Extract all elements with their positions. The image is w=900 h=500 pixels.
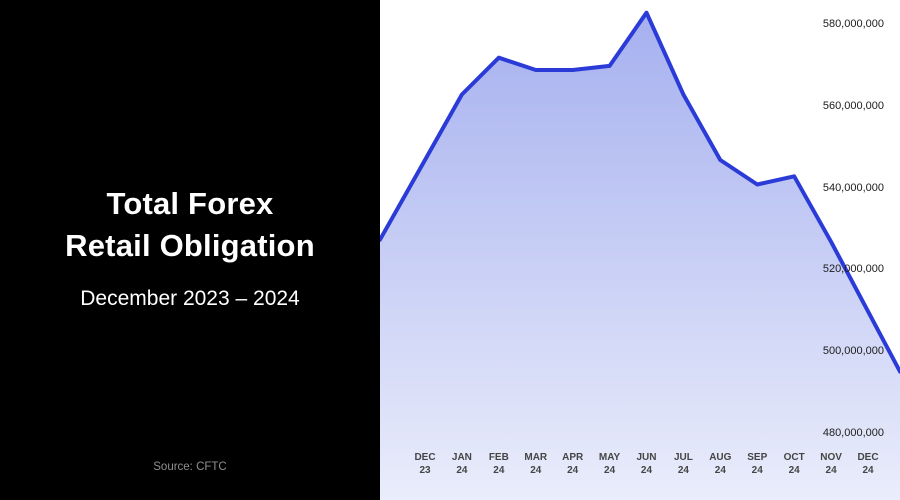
x-tick-year: 24 bbox=[825, 464, 837, 476]
title-block: Total Forex Retail Obligation December 20… bbox=[0, 183, 380, 311]
x-tick-year: 24 bbox=[493, 464, 505, 476]
x-tick-year: 24 bbox=[862, 464, 874, 476]
chart-title-line1: Total Forex bbox=[106, 186, 274, 221]
x-tick-year: 24 bbox=[567, 464, 579, 476]
x-tick-month: DEC bbox=[857, 452, 879, 463]
x-tick-label: DEC 23 bbox=[414, 452, 435, 477]
x-tick-year: 24 bbox=[604, 464, 616, 476]
area-line-chart bbox=[380, 10, 900, 500]
y-tick-label: 580,000,000 bbox=[822, 18, 884, 30]
x-tick-month: AUG bbox=[709, 452, 732, 463]
x-tick-label: FEB 24 bbox=[489, 452, 509, 477]
x-tick-year: 24 bbox=[714, 464, 726, 476]
x-tick-label: SEP 24 bbox=[747, 452, 767, 477]
x-tick-year: 24 bbox=[456, 464, 468, 476]
x-tick-year: 23 bbox=[419, 464, 431, 476]
area-fill bbox=[380, 12, 900, 500]
chart-subtitle: December 2023 – 2024 bbox=[80, 286, 300, 310]
x-tick-year: 24 bbox=[530, 464, 542, 476]
chart-title: Total Forex Retail Obligation bbox=[0, 183, 380, 267]
source-label: Source: CFTC bbox=[153, 461, 227, 473]
x-tick-month: MAY bbox=[598, 452, 621, 463]
x-tick-year: 24 bbox=[751, 464, 763, 476]
y-tick-label: 540,000,000 bbox=[822, 181, 884, 194]
x-tick-label: MAR 24 bbox=[524, 452, 547, 477]
y-tick-label: 500,000,000 bbox=[822, 345, 884, 358]
title-panel: Total Forex Retail Obligation December 20… bbox=[0, 0, 380, 500]
y-tick-label: 520,000,000 bbox=[822, 263, 884, 276]
chart-title-line2: Retail Obligation bbox=[65, 227, 315, 263]
x-tick-label: JAN 24 bbox=[452, 452, 472, 477]
x-tick-label: JUL 24 bbox=[674, 452, 693, 477]
x-tick-year: 24 bbox=[640, 464, 653, 476]
trend-line bbox=[380, 10, 900, 374]
x-tick-label: MAY 24 bbox=[599, 452, 620, 477]
x-tick-month: JUN bbox=[636, 452, 657, 463]
x-tick-month: MAR bbox=[524, 452, 548, 463]
x-tick-year: 24 bbox=[788, 464, 800, 476]
chart-area: 580,000,000 560,000,000 540,000,000 520,000… bbox=[380, 0, 900, 500]
x-tick-label: JUN 24 bbox=[636, 452, 656, 477]
x-tick-label: OCT 24 bbox=[784, 452, 805, 477]
y-tick-label: 560,000,000 bbox=[822, 99, 884, 112]
x-tick-month: APR bbox=[562, 452, 584, 463]
x-tick-month: JUL bbox=[673, 452, 693, 463]
y-tick-label: 480,000,000 bbox=[822, 427, 884, 439]
x-tick-month: SEP bbox=[747, 452, 768, 463]
x-tick-label: NOV 24 bbox=[820, 452, 842, 477]
x-tick-label: DEC 24 bbox=[857, 452, 878, 477]
x-tick-month: NOV bbox=[820, 452, 842, 463]
x-tick-label: APR 24 bbox=[562, 452, 583, 477]
x-tick-month: DEC bbox=[414, 452, 436, 463]
x-tick-month: FEB bbox=[488, 452, 509, 463]
x-tick-month: OCT bbox=[783, 452, 805, 463]
x-tick-year: 24 bbox=[677, 464, 689, 476]
x-tick-month: JAN bbox=[451, 452, 472, 463]
x-tick-label: AUG 24 bbox=[709, 452, 731, 477]
